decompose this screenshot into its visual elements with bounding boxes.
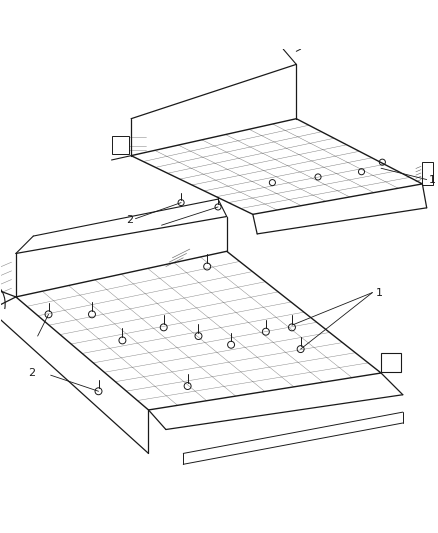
Text: 1: 1 bbox=[429, 175, 436, 185]
Text: 2: 2 bbox=[28, 368, 35, 378]
Text: 1: 1 bbox=[375, 288, 382, 297]
Text: 2: 2 bbox=[126, 215, 133, 224]
